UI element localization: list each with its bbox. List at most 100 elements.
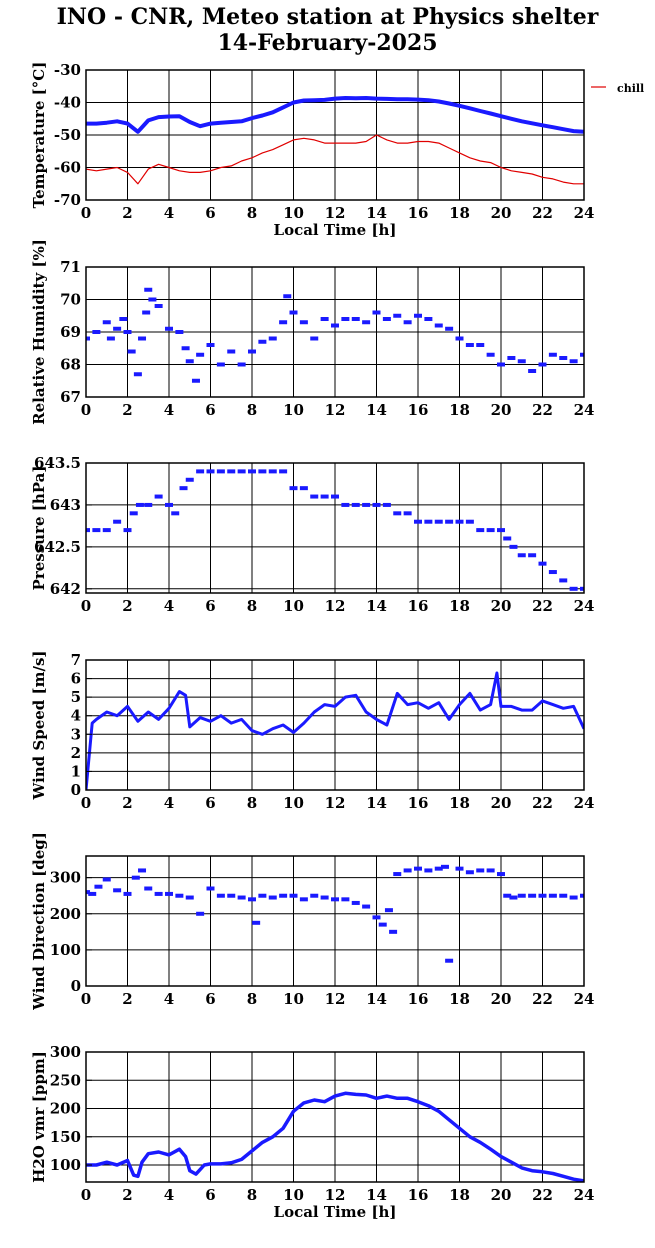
- data-point: [362, 320, 371, 325]
- data-point: [191, 378, 200, 383]
- data-point: [341, 317, 350, 321]
- x-tick-label: 2: [122, 794, 132, 812]
- data-point: [216, 893, 225, 898]
- y-tick-label: 68: [60, 356, 81, 374]
- data-point: [424, 868, 433, 873]
- x-tick-label: 4: [164, 401, 174, 419]
- data-point: [486, 528, 495, 533]
- data-point: [248, 469, 256, 474]
- data-point: [362, 502, 371, 507]
- y-tick-label: 100: [50, 941, 81, 959]
- data-point: [258, 893, 267, 898]
- y-tick-label: 1: [71, 762, 81, 780]
- data-point: [465, 343, 474, 347]
- y-axis-label: H2O vmr [ppm]: [30, 1051, 48, 1183]
- data-point: [144, 502, 153, 507]
- x-tick-label: 8: [247, 794, 257, 812]
- data-point: [237, 362, 246, 367]
- data-point: [185, 477, 194, 482]
- data-point: [548, 893, 557, 898]
- x-tick-label: 14: [366, 990, 387, 1008]
- y-tick-label: 150: [50, 1128, 81, 1146]
- data-point: [131, 875, 140, 880]
- data-point: [382, 502, 391, 507]
- series-points-pressure: [86, 469, 584, 591]
- data-point: [445, 958, 454, 963]
- x-tick-label: 6: [205, 990, 215, 1008]
- data-point: [445, 326, 454, 331]
- data-point: [258, 339, 267, 344]
- legend-label: chill: [617, 82, 644, 95]
- data-point: [517, 893, 526, 898]
- data-point: [102, 877, 111, 882]
- series-points-wind_direction: [86, 864, 584, 963]
- x-tick-label: 2: [122, 401, 132, 419]
- data-point: [569, 359, 578, 364]
- data-point: [393, 313, 402, 318]
- data-point: [351, 502, 360, 507]
- data-point: [528, 553, 537, 558]
- data-point: [424, 317, 433, 321]
- data-point: [196, 911, 205, 916]
- data-point: [538, 362, 547, 367]
- x-tick-label: 24: [574, 1186, 595, 1204]
- x-tick-label: 16: [408, 1186, 429, 1204]
- data-point: [414, 519, 422, 524]
- x-tick-label: 0: [81, 1186, 91, 1204]
- data-point: [569, 586, 578, 591]
- data-point: [341, 897, 350, 902]
- chart-panel-humidity: 0 2 4 6 8 10 12 14 16 18 20 22 246768697071Relative …: [30, 239, 594, 425]
- data-point: [206, 343, 215, 347]
- data-point: [237, 895, 246, 900]
- data-point: [279, 469, 288, 474]
- y-tick-label: 2: [71, 744, 81, 762]
- data-point: [465, 870, 474, 875]
- x-tick-label: 8: [247, 990, 257, 1008]
- data-point: [92, 330, 101, 334]
- data-point: [414, 866, 422, 871]
- x-tick-label: 20: [491, 1186, 512, 1204]
- data-point: [299, 320, 308, 325]
- x-tick-label: 18: [449, 1186, 470, 1204]
- data-point: [372, 310, 381, 315]
- x-tick-label: 18: [449, 990, 470, 1008]
- data-point: [86, 528, 90, 533]
- data-point: [580, 893, 584, 898]
- y-tick-label: 200: [50, 905, 81, 923]
- y-tick-label: -60: [54, 159, 81, 177]
- x-tick-label: 14: [366, 204, 387, 222]
- data-point: [497, 362, 505, 367]
- data-point: [279, 320, 288, 325]
- data-point: [414, 313, 422, 318]
- data-point: [389, 929, 398, 934]
- data-point: [503, 893, 512, 898]
- x-tick-label: 2: [122, 1186, 132, 1204]
- data-point: [216, 362, 225, 367]
- data-point: [165, 891, 173, 896]
- x-tick-label: 0: [81, 794, 91, 812]
- data-point: [127, 349, 136, 354]
- data-point: [362, 904, 371, 909]
- data-point: [299, 486, 308, 491]
- x-tick-label: 8: [247, 1186, 257, 1204]
- data-point: [434, 866, 443, 871]
- x-tick-label: 0: [81, 204, 91, 222]
- data-point: [440, 864, 449, 869]
- x-tick-label: 4: [164, 1186, 174, 1204]
- series-line-wind_speed-0: [86, 671, 584, 790]
- data-point: [580, 586, 584, 591]
- x-tick-label: 12: [325, 401, 346, 419]
- data-point: [486, 868, 495, 873]
- data-point: [497, 872, 505, 877]
- data-point: [102, 320, 111, 325]
- y-tick-label: 643: [50, 496, 81, 514]
- data-point: [165, 326, 173, 331]
- series-points-humidity: [86, 287, 584, 383]
- x-tick-label: 24: [574, 794, 595, 812]
- y-tick-label: 6: [71, 670, 81, 688]
- data-point: [119, 317, 128, 321]
- y-tick-label: 5: [71, 688, 81, 706]
